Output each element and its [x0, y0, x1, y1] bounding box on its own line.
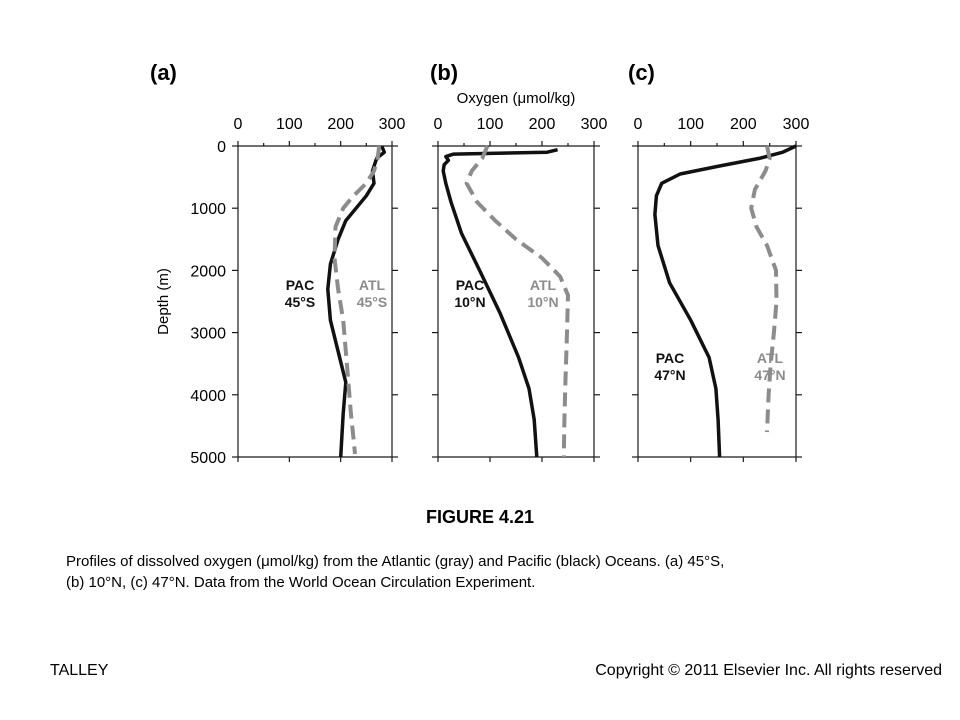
y-tick-label: 3000	[190, 326, 226, 343]
x-tick-label: 0	[434, 116, 443, 133]
series-label-line: 45°S	[357, 294, 388, 310]
panel-a: (a)0 100 200 300010002000300040005000Depth …	[150, 60, 405, 467]
series-label-line: 47°N	[754, 367, 785, 383]
x-tick-label: 300	[783, 116, 810, 133]
y-tick-label: 5000	[190, 450, 226, 467]
panel-letter: (c)	[628, 60, 655, 85]
series-label-line: PAC	[286, 277, 315, 293]
atlantic-profile-line	[464, 145, 570, 458]
x-tick-label: 200	[730, 116, 757, 133]
x-tick-label: 100	[276, 116, 303, 133]
atlantic-series-label: ATL 47°N	[754, 350, 785, 383]
figure-caption: Profiles of dissolved oxygen (μmol/kg) f…	[66, 551, 906, 593]
series-label-line: ATL	[359, 277, 386, 293]
y-axis-title: Depth (m)	[155, 268, 172, 335]
x-tick-label: 200	[327, 116, 354, 133]
atlantic-profile-line	[749, 145, 779, 433]
atlantic-profile-line	[332, 145, 382, 455]
x-tick-label: 100	[477, 116, 504, 133]
x-tick-label: 200	[529, 116, 556, 133]
x-axis-title: Oxygen (μmol/kg)	[457, 90, 576, 107]
series-label-line: 10°N	[527, 294, 558, 310]
series-label-line: ATL	[757, 350, 784, 366]
series-label-line: 10°N	[454, 294, 485, 310]
pacific-series-label: PAC 45°S	[285, 277, 316, 310]
x-tick-label: 0	[234, 116, 243, 133]
panel-letter: (b)	[430, 60, 458, 85]
pacific-profile-line	[441, 147, 559, 458]
series-label-line: PAC	[656, 350, 685, 366]
pacific-series-label: PAC 47°N	[654, 350, 685, 383]
y-tick-label: 2000	[190, 263, 226, 280]
pacific-profile-line	[653, 144, 797, 458]
figure-title: FIGURE 4.21	[425, 507, 535, 527]
x-tick-label: 100	[677, 116, 704, 133]
series-label-line: 47°N	[654, 367, 685, 383]
pacific-series-label: PAC 10°N	[454, 277, 485, 310]
x-tick-label: 300	[379, 116, 406, 133]
oxygen-profile-figure: (a)0 100 200 300010002000300040005000Depth …	[150, 60, 809, 467]
x-tick-label: 0	[634, 116, 643, 133]
caption-line-2: (b) 10°N, (c) 47°N. Data from the World …	[66, 574, 536, 591]
y-tick-label: 4000	[190, 388, 226, 405]
pacific-profile-line	[326, 145, 387, 458]
series-label-line: PAC	[456, 277, 485, 293]
atlantic-series-label: ATL 45°S	[357, 277, 388, 310]
atlantic-series-label: ATL 10°N	[527, 277, 558, 310]
x-tick-label: 300	[581, 116, 608, 133]
footer-copyright: Copyright © 2011 Elsevier Inc. All right…	[595, 662, 942, 679]
y-tick-label: 1000	[190, 201, 226, 218]
series-label-line: 45°S	[285, 294, 316, 310]
series-label-line: ATL	[530, 277, 557, 293]
panel-letter: (a)	[150, 60, 177, 85]
footer-author: TALLEY	[50, 662, 109, 679]
y-tick-label: 0	[217, 139, 226, 156]
caption-line-1: Profiles of dissolved oxygen (μmol/kg) f…	[66, 553, 725, 570]
